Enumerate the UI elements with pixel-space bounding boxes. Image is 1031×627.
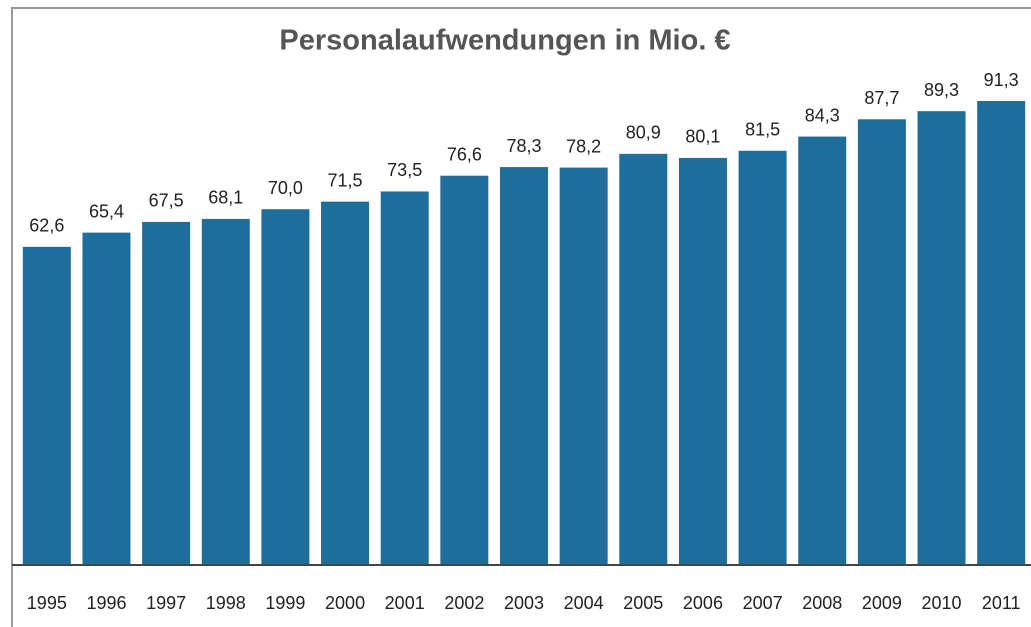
- data-label: 80,1: [685, 127, 720, 147]
- data-label: 76,6: [447, 144, 482, 164]
- data-label: 80,9: [626, 123, 661, 143]
- data-label: 84,3: [805, 105, 840, 125]
- chart-title: Personalaufwendungen in Mio. €: [279, 25, 730, 57]
- bar: [440, 175, 489, 565]
- x-tick-label: 2004: [564, 593, 604, 613]
- data-label: 65,4: [89, 201, 124, 221]
- data-label: 78,2: [566, 136, 601, 156]
- bar: [738, 150, 787, 565]
- x-tick-label: 2010: [922, 593, 962, 613]
- bar: [201, 218, 250, 565]
- x-tick-label: 1998: [206, 593, 246, 613]
- bar: [142, 221, 191, 566]
- bar: [500, 167, 548, 565]
- x-tick-label: 1997: [146, 593, 186, 613]
- data-label: 67,5: [149, 191, 184, 211]
- x-tick-label: 1999: [265, 593, 305, 613]
- x-tick-label: 2011: [982, 593, 1021, 613]
- bar: [261, 209, 310, 565]
- data-label: 89,3: [924, 80, 959, 100]
- data-label: 87,7: [864, 88, 899, 108]
- bar: [977, 101, 1026, 565]
- data-label: 78,3: [506, 136, 541, 156]
- bar: [22, 246, 71, 565]
- x-tick-label: 2009: [862, 593, 902, 613]
- bar: [619, 153, 668, 566]
- x-tick-label: 2003: [504, 593, 544, 613]
- x-tick-label: 2007: [743, 593, 783, 613]
- data-label: 91,3: [984, 70, 1019, 90]
- bar: [559, 167, 608, 566]
- data-label: 68,1: [208, 188, 243, 208]
- chart-frame: [11, 7, 1031, 627]
- bar: [798, 136, 847, 566]
- bar: [678, 157, 727, 565]
- data-label: 71,5: [328, 170, 363, 190]
- x-tick-label: 2002: [444, 593, 484, 613]
- bar: [82, 232, 131, 565]
- x-tick-label: 2006: [683, 593, 723, 613]
- x-tick-label: 2000: [325, 593, 365, 613]
- data-label: 81,5: [745, 120, 780, 140]
- x-tick-label: 2005: [623, 593, 663, 613]
- bar: [380, 191, 429, 565]
- data-label: 62,6: [29, 216, 64, 236]
- bar: [321, 201, 370, 565]
- bar: [917, 111, 966, 565]
- bar: [857, 119, 906, 566]
- x-tick-label: 1995: [27, 593, 67, 613]
- data-label: 70,0: [268, 178, 303, 198]
- x-tick-label: 2001: [385, 593, 425, 613]
- x-tick-label: 2008: [802, 593, 842, 613]
- x-tick-label: 1996: [86, 593, 126, 613]
- data-label: 73,5: [387, 160, 422, 180]
